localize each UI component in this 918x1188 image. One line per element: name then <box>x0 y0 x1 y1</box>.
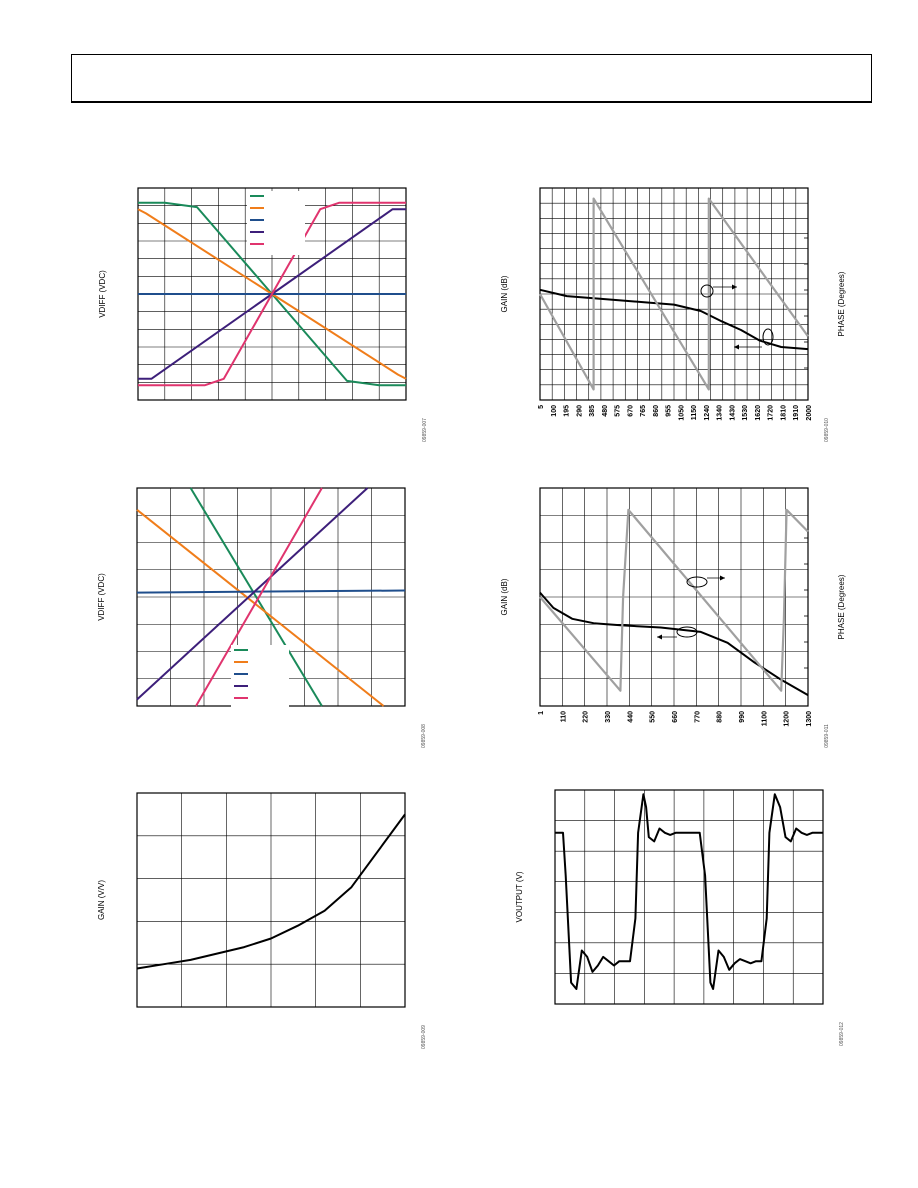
plot4-arrowhead <box>732 284 737 290</box>
plot4-curve-marker <box>762 328 774 346</box>
plot1-legend-bg <box>247 191 305 255</box>
plot4-xtick-label: 1240 <box>704 405 711 421</box>
plot5-xtick-label: 1 <box>538 711 545 715</box>
plot5-xtick-label: 550 <box>650 711 657 723</box>
plot3-ylabel: GAIN (V/V) <box>97 880 106 920</box>
plot6-frame <box>554 789 824 1005</box>
plot2-series-2-line <box>136 589 406 594</box>
plot4-xtick-label: 1530 <box>742 405 749 421</box>
plot4-annotations <box>700 284 774 350</box>
plot3-figure-id: 09859-009 <box>421 1025 427 1049</box>
plot5-xtick-label: 1300 <box>806 711 813 727</box>
plot4-xtick-label: 290 <box>576 405 583 417</box>
plot4-xtick-label: 385 <box>589 405 596 417</box>
plot4-figure-id: 09859-010 <box>824 418 830 442</box>
plot6-group: VOUTPUT (V) 09859-012 <box>515 789 845 1046</box>
plot5-xtick-label: 880 <box>717 711 724 723</box>
plot1-figure-id: 09859-007 <box>422 418 428 442</box>
plot4-xtick-label: 1150 <box>691 405 698 420</box>
plot5-series-phase-line <box>539 508 809 692</box>
plot5-annotations <box>657 575 725 640</box>
plot4-y2label: PHASE (Degrees) <box>837 271 846 336</box>
plot4-xtick-label: 1340 <box>717 405 724 421</box>
plot4-xtick-label: 1810 <box>780 405 787 421</box>
plot2-series-0-line <box>189 487 323 707</box>
plot4-xtick-label: 955 <box>666 405 673 417</box>
plot6-figure-id: 09859-012 <box>839 1022 845 1046</box>
plot4-xtick-label: 765 <box>640 405 647 417</box>
plot4-xtick-label: 5 <box>538 405 545 409</box>
plot4-ylabel: GAIN (dB) <box>500 275 509 312</box>
plot5-xtick-label: 990 <box>739 711 746 723</box>
plot4-xtick-label: 195 <box>564 405 571 417</box>
plot1-series-4-line <box>138 201 406 387</box>
plot4-curve-marker <box>700 284 714 298</box>
plot5-xtick-label: 660 <box>672 711 679 723</box>
plot1-group: VDIFF (VDC) 09859-007 <box>98 187 428 442</box>
plot4-xtick-label: 1430 <box>729 405 736 421</box>
plot4-xtick-label: 100 <box>551 405 558 417</box>
plot5-curve-marker <box>676 626 698 638</box>
plot5-arrowhead <box>720 575 725 581</box>
plot4-series-phase-line <box>539 197 809 391</box>
plot5-curve-marker <box>686 576 708 588</box>
plot6-series-0-line <box>555 793 823 990</box>
plot4-xtick-label: 1910 <box>793 405 800 421</box>
plot5-ylabel: GAIN (dB) <box>500 578 509 615</box>
plot4-xtick-label: 2000 <box>806 405 813 421</box>
plot4-xtick-label: 1720 <box>768 405 775 421</box>
plot2-legend-bg <box>231 645 289 709</box>
plot3-group: GAIN (V/V) 09859-009 <box>97 792 427 1049</box>
plot5-xtick-label: 110 <box>560 711 567 722</box>
plot6-ylabel: VOUTPUT (V) <box>515 871 524 922</box>
plot4-xtick-label: 575 <box>615 405 622 417</box>
plot4-xtick-label: 1050 <box>678 405 685 421</box>
page-header-box <box>71 54 872 103</box>
plot4-xtick-label: 480 <box>602 405 609 417</box>
plot2-figure-id: 09859-008 <box>421 724 427 748</box>
plot4-xtick-label: 860 <box>653 405 660 417</box>
plot1-ylabel: VDIFF (VDC) <box>98 270 107 318</box>
plot2-series-3-line <box>136 487 369 701</box>
plot5-arrowhead <box>657 634 662 640</box>
plot4-series-gain-line <box>539 288 809 351</box>
plot5-group: GAIN (dB) PHASE (Degrees) 1 110 220 330 440 550… <box>500 487 846 748</box>
plot5-xtick-label: 1100 <box>761 711 768 726</box>
plot5-y2label: PHASE (Degrees) <box>837 574 846 639</box>
plot4-group: GAIN (dB) PHASE (Degrees) 5 100 195 290 385 480… <box>500 187 846 442</box>
plot3-series-0-line <box>136 813 406 970</box>
plot2-group: VDIFF (VDC) 09859-008 <box>97 487 427 748</box>
plot5-xtick-label: 770 <box>694 711 701 723</box>
plot2-ylabel: VDIFF (VDC) <box>97 573 106 621</box>
plot2-series-1-line <box>136 509 385 707</box>
plot4-arrowhead <box>734 344 739 350</box>
plot4-xtick-label: 1620 <box>755 405 762 421</box>
plot2-series-4-line <box>195 487 323 707</box>
plot5-xtick-label: 220 <box>583 711 590 723</box>
plot5-xtick-label: 440 <box>627 711 634 723</box>
plot5-xtick-label: 330 <box>605 711 612 723</box>
plot4-xtick-label: 670 <box>627 405 634 417</box>
plot5-xtick-label: 1200 <box>784 711 791 727</box>
plot5-figure-id: 09859-011 <box>824 724 830 748</box>
